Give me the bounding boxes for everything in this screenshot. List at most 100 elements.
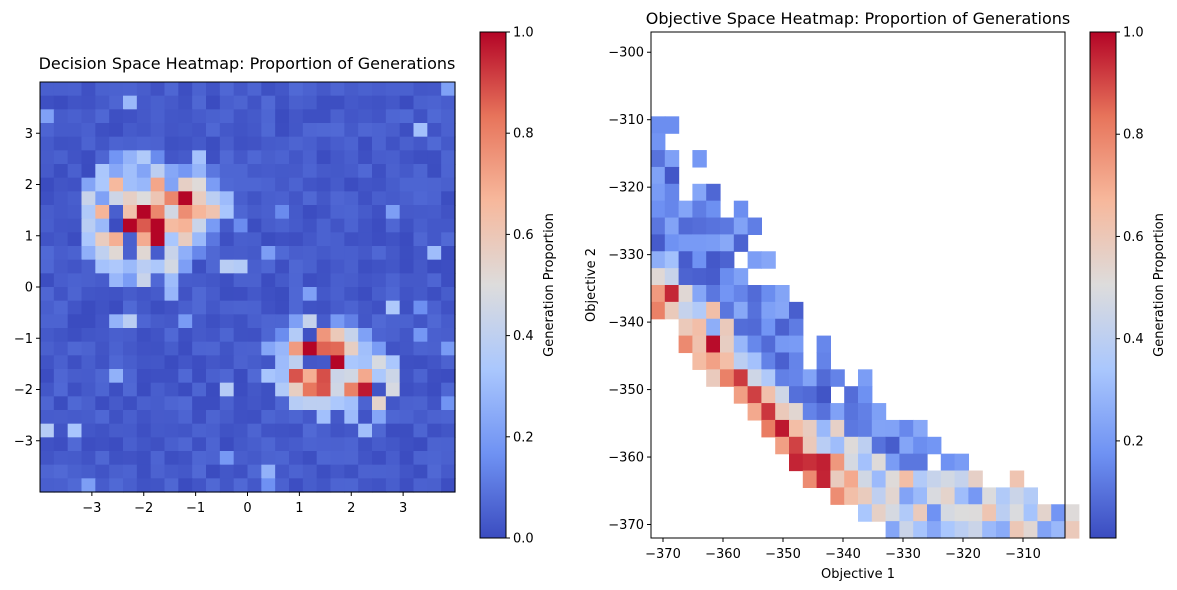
objective-heatmap-cell	[678, 217, 693, 235]
decision-heatmap-cell	[289, 259, 304, 274]
objective-heatmap-cell	[885, 436, 900, 455]
decision-heatmap-cell	[178, 259, 193, 274]
objective-heatmap-cell	[871, 419, 887, 438]
decision-heatmap-cell	[150, 177, 166, 192]
decision-heatmap-cell	[261, 287, 276, 302]
objective-heatmap-cell	[844, 386, 859, 404]
decision-heatmap-cell	[206, 314, 221, 329]
decision-heatmap-cell	[219, 300, 235, 315]
objective-heatmap-cell	[996, 487, 1011, 505]
decision-heatmap-cell	[399, 382, 415, 397]
objective-x-tick-label: −320	[945, 547, 981, 562]
decision-heatmap-cell	[441, 382, 456, 397]
decision-heatmap-cell	[219, 82, 235, 97]
colorbar-tick-label: 0.4	[1123, 332, 1144, 347]
decision-heatmap-cell	[261, 164, 276, 179]
decision-heatmap-cell	[261, 451, 276, 466]
decision-heatmap-cell	[233, 396, 249, 411]
decision-heatmap-cell	[399, 410, 415, 425]
decision-heatmap-cell	[330, 314, 345, 329]
decision-heatmap-cell	[316, 369, 332, 384]
decision-heatmap-cell	[372, 423, 387, 438]
objective-x-tick-label: −310	[1005, 547, 1041, 562]
decision-heatmap-cell	[261, 232, 276, 247]
decision-heatmap-cell	[385, 218, 401, 233]
decision-heatmap-cell	[289, 205, 304, 220]
decision-heatmap-cell	[67, 273, 83, 288]
objective-heatmap-cell	[1037, 521, 1052, 539]
decision-heatmap-cell	[164, 437, 179, 452]
decision-heatmap-cell	[123, 478, 138, 493]
decision-heatmap-cell	[233, 437, 249, 452]
objective-heatmap-cell	[651, 301, 666, 320]
decision-heatmap-cell	[344, 95, 359, 110]
decision-heatmap-cell	[372, 396, 387, 411]
objective-heatmap-cell	[678, 268, 693, 286]
decision-heatmap-cell	[261, 369, 276, 384]
decision-heatmap-cell	[413, 164, 428, 179]
decision-heatmap-cell	[192, 437, 207, 452]
decision-heatmap-cell	[275, 369, 290, 384]
decision-heatmap-cell	[399, 464, 415, 479]
decision-heatmap-cell	[289, 328, 304, 343]
decision-heatmap-cell	[344, 164, 359, 179]
decision-heatmap-cell	[81, 410, 96, 425]
objective-heatmap-cell	[816, 403, 831, 421]
decision-heatmap-cell	[53, 246, 69, 261]
decision-heatmap-cell	[247, 369, 262, 384]
decision-heatmap-cell	[164, 382, 179, 397]
decision-heatmap-cell	[330, 246, 345, 261]
objective-heatmap-cell	[858, 504, 873, 522]
objective-heatmap-cell	[844, 419, 859, 438]
objective-heatmap-cell	[844, 487, 859, 505]
decision-heatmap-cell	[399, 437, 415, 452]
objective-x-tick-label: −330	[885, 547, 921, 562]
decision-heatmap-cell	[53, 123, 69, 138]
decision-heatmap-cell	[302, 300, 318, 315]
decision-heatmap-cell	[385, 205, 401, 220]
decision-heatmap-cell	[206, 177, 221, 192]
decision-heatmap-cell	[316, 423, 332, 438]
decision-heatmap-cell	[95, 328, 110, 343]
decision-heatmap-cell	[40, 478, 55, 493]
decision-heatmap-cell	[302, 246, 318, 261]
objective-heatmap-cell	[913, 521, 928, 539]
colorbar-tick-label: 0.4	[513, 329, 534, 344]
decision-heatmap-cell	[53, 205, 69, 220]
decision-heatmap-cell	[178, 95, 193, 110]
decision-heatmap-cell	[206, 300, 221, 315]
decision-heatmap-cells	[40, 82, 456, 493]
decision-heatmap-cell	[136, 382, 152, 397]
decision-heatmap-cell	[95, 246, 110, 261]
decision-heatmap-cell	[358, 136, 373, 151]
decision-heatmap-cell	[150, 300, 166, 315]
objective-heatmap-cell	[706, 369, 721, 387]
decision-heatmap-cell	[330, 464, 345, 479]
objective-heatmap-cell	[858, 403, 873, 421]
decision-heatmap-cell	[316, 109, 332, 124]
decision-heatmap-cell	[427, 341, 442, 356]
objective-heatmap-cell	[789, 453, 804, 472]
decision-heatmap-cell	[233, 123, 249, 138]
decision-heatmap-cell	[275, 451, 290, 466]
decision-heatmap-cell	[316, 341, 332, 356]
decision-heatmap-cell	[219, 259, 235, 274]
decision-heatmap-cell	[358, 150, 373, 165]
decision-heatmap-cell	[427, 423, 442, 438]
objective-heatmap-cell	[720, 335, 735, 354]
objective-heatmap-cell	[940, 521, 956, 539]
decision-heatmap-cell	[136, 423, 152, 438]
decision-heatmap-cell	[123, 382, 138, 397]
decision-heatmap-cell	[247, 164, 262, 179]
decision-heatmap-cell	[261, 382, 276, 397]
decision-heatmap-cell	[344, 355, 359, 370]
decision-heatmap-cell	[358, 355, 373, 370]
decision-heatmap-cell	[344, 396, 359, 411]
decision-heatmap-cell	[109, 464, 124, 479]
decision-heatmap-cell	[358, 82, 373, 97]
decision-heatmap-cell	[441, 191, 456, 206]
decision-heatmap-cell	[275, 150, 290, 165]
decision-heatmap-cell	[164, 273, 179, 288]
decision-heatmap-cell	[316, 464, 332, 479]
decision-heatmap-cell	[372, 123, 387, 138]
